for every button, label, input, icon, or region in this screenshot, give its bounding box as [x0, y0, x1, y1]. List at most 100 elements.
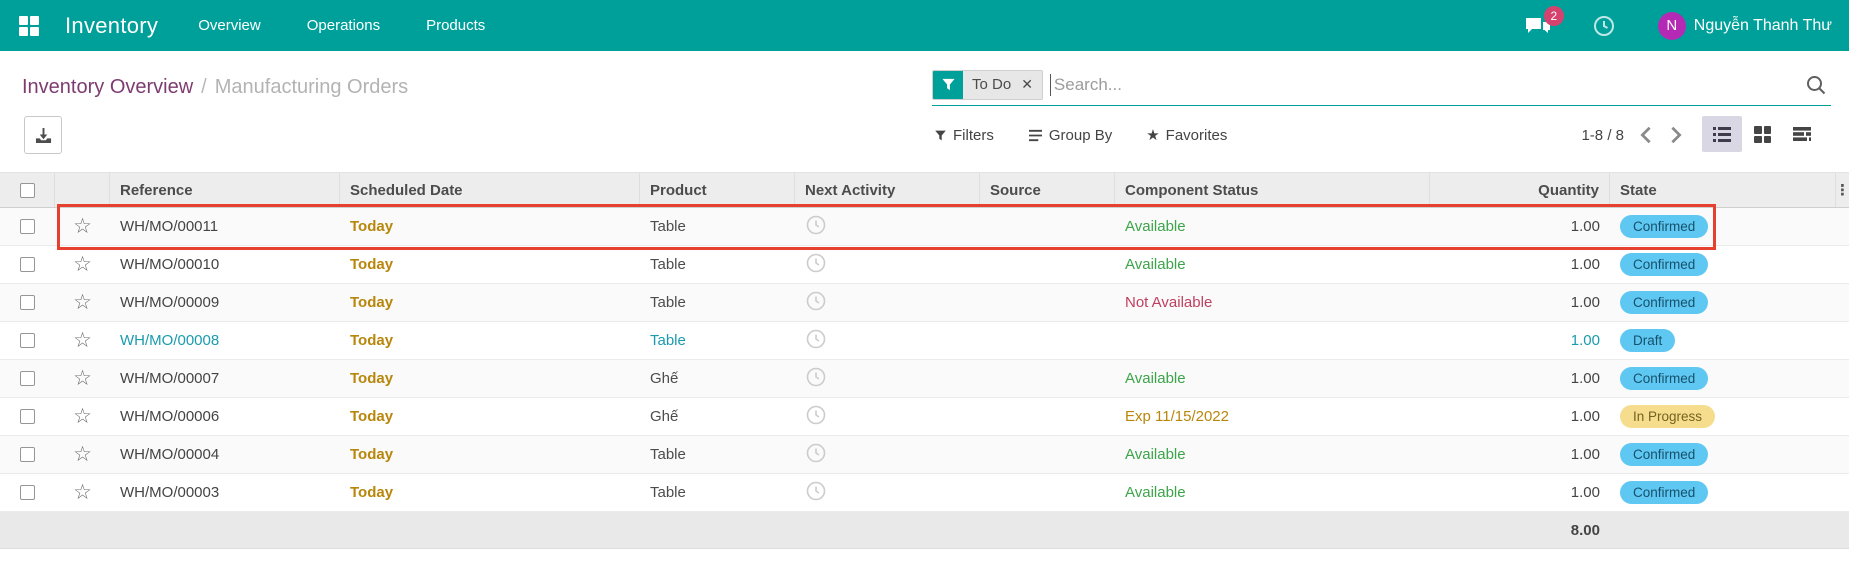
favorite-star-icon[interactable]: ☆	[73, 444, 92, 465]
scheduled-date-cell: Today	[350, 446, 394, 463]
next-activity-clock-icon[interactable]	[805, 214, 827, 236]
next-activity-clock-icon[interactable]	[805, 366, 827, 388]
header-reference[interactable]: Reference	[110, 173, 340, 207]
header-next-activity[interactable]: Next Activity	[795, 173, 980, 207]
row-checkbox-cell	[0, 371, 55, 386]
favorites-button[interactable]: ★ Favorites	[1146, 126, 1228, 145]
row-checkbox[interactable]	[20, 257, 35, 272]
product-cell: Table	[650, 446, 686, 463]
menu-operations[interactable]: Operations	[306, 17, 381, 34]
messages-icon[interactable]: 2	[1524, 5, 1564, 38]
state-cell: Confirmed	[1610, 215, 1835, 238]
favorite-star-icon[interactable]: ☆	[73, 406, 92, 427]
activity-view-button[interactable]	[1782, 116, 1822, 152]
row-checkbox[interactable]	[20, 371, 35, 386]
breadcrumb-parent-link[interactable]: Inventory Overview	[22, 76, 194, 98]
next-activity-clock-icon[interactable]	[805, 480, 827, 502]
table-row[interactable]: ☆ WH/MO/00004 Today Table Available 1.00…	[0, 436, 1849, 474]
component-status-cell: Exp 11/15/2022	[1125, 408, 1229, 425]
pager-next-button[interactable]	[1668, 125, 1684, 145]
row-checkbox-cell	[0, 295, 55, 310]
pager-value[interactable]: 1-8 / 8	[1581, 126, 1624, 144]
pager-previous-button[interactable]	[1638, 125, 1654, 145]
row-checkbox[interactable]	[20, 447, 35, 462]
bars-icon	[1028, 129, 1042, 141]
header-product[interactable]: Product	[640, 173, 795, 207]
state-badge: Confirmed	[1620, 443, 1709, 466]
header-scheduled-date[interactable]: Scheduled Date	[340, 173, 640, 207]
state-badge: Draft	[1620, 329, 1676, 352]
favorites-label: Favorites	[1165, 126, 1228, 144]
favorite-star-icon[interactable]: ☆	[73, 330, 92, 351]
header-state[interactable]: State	[1620, 181, 1657, 199]
optional-columns-button[interactable]: ⋮	[1835, 173, 1849, 207]
row-checkbox[interactable]	[20, 333, 35, 348]
row-checkbox[interactable]	[20, 409, 35, 424]
export-button[interactable]	[24, 116, 62, 154]
reference-cell: WH/MO/00010	[120, 256, 220, 273]
search-input[interactable]: Search...	[1053, 74, 1122, 94]
table-row[interactable]: ☆ WH/MO/00010 Today Table Available 1.00…	[0, 246, 1849, 284]
table-row[interactable]: ☆ WH/MO/00003 Today Table Available 1.00…	[0, 474, 1849, 512]
next-activity-clock-icon[interactable]	[805, 290, 827, 312]
row-checkbox-cell	[0, 447, 55, 462]
top-navbar: Inventory Overview Operations Products 2…	[0, 0, 1849, 51]
search-icon[interactable]	[1805, 74, 1827, 96]
scheduled-date-cell: Today	[350, 408, 394, 425]
activities-clock-icon[interactable]	[1592, 14, 1616, 38]
row-checkbox[interactable]	[20, 485, 35, 500]
scheduled-date-cell: Today	[350, 370, 394, 387]
table-row[interactable]: ☆ WH/MO/00006 Today Ghế Exp 11/15/2022 1…	[0, 398, 1849, 436]
next-activity-clock-icon[interactable]	[805, 328, 827, 350]
reference-cell: WH/MO/00004	[120, 446, 220, 463]
row-checkbox-cell	[0, 409, 55, 424]
next-activity-clock-icon[interactable]	[805, 252, 827, 274]
facet-remove-icon[interactable]: ✕	[1021, 76, 1033, 92]
select-all-checkbox[interactable]	[19, 182, 35, 198]
select-all-cell	[0, 173, 55, 207]
user-avatar[interactable]: N	[1657, 11, 1686, 40]
next-activity-cell	[795, 328, 980, 354]
row-checkbox[interactable]	[20, 219, 35, 234]
favorite-star-icon[interactable]: ☆	[73, 254, 92, 275]
favorite-star-icon[interactable]: ☆	[73, 368, 92, 389]
next-activity-clock-icon[interactable]	[805, 442, 827, 464]
table-row[interactable]: ☆ WH/MO/00007 Today Ghế Available 1.00 C…	[0, 360, 1849, 398]
list-view-button[interactable]	[1702, 116, 1742, 152]
favorite-star-icon[interactable]: ☆	[73, 216, 92, 237]
menu-overview[interactable]: Overview	[198, 17, 261, 34]
app-title[interactable]: Inventory	[65, 12, 159, 38]
kanban-view-button[interactable]	[1742, 116, 1782, 152]
topbar-right: 2 N Nguyễn Thanh Thư	[1524, 5, 1849, 40]
next-activity-clock-icon[interactable]	[805, 404, 827, 426]
header-source[interactable]: Source	[980, 173, 1115, 207]
menu-products[interactable]: Products	[426, 17, 486, 34]
table-row[interactable]: ☆ WH/MO/00009 Today Table Not Available …	[0, 284, 1849, 322]
user-name[interactable]: Nguyễn Thanh Thư	[1693, 16, 1832, 34]
kanban-view-icon	[1753, 125, 1771, 143]
next-activity-cell	[795, 252, 980, 278]
reference-cell: WH/MO/00009	[120, 294, 220, 311]
messages-count-badge: 2	[1543, 5, 1564, 26]
filter-funnel-icon	[933, 70, 963, 99]
quantity-cell: 1.00	[1570, 332, 1600, 349]
header-component-status[interactable]: Component Status	[1115, 173, 1430, 207]
table-row[interactable]: ☆ WH/MO/00011 Today Table Available 1.00…	[0, 208, 1849, 246]
filters-button[interactable]: Filters	[934, 127, 994, 144]
header-quantity[interactable]: Quantity	[1430, 173, 1610, 207]
product-cell: Table	[650, 332, 686, 349]
table-row[interactable]: ☆ WH/MO/00008 Today Table 1.00 Draft	[0, 322, 1849, 360]
scheduled-date-cell: Today	[350, 256, 394, 273]
favorite-star-icon[interactable]: ☆	[73, 482, 92, 503]
text-caret	[1049, 73, 1051, 96]
row-checkbox-cell	[0, 485, 55, 500]
favorite-star-icon[interactable]: ☆	[73, 292, 92, 313]
row-checkbox-cell	[0, 257, 55, 272]
group-by-button[interactable]: Group By	[1028, 127, 1112, 144]
next-activity-cell	[795, 366, 980, 392]
search-bar[interactable]: To Do ✕ Search...	[932, 64, 1831, 106]
reference-cell: WH/MO/00008	[120, 332, 220, 349]
table-body: ☆ WH/MO/00011 Today Table Available 1.00…	[0, 208, 1849, 512]
row-checkbox[interactable]	[20, 295, 35, 310]
apps-menu-icon[interactable]	[19, 15, 39, 36]
